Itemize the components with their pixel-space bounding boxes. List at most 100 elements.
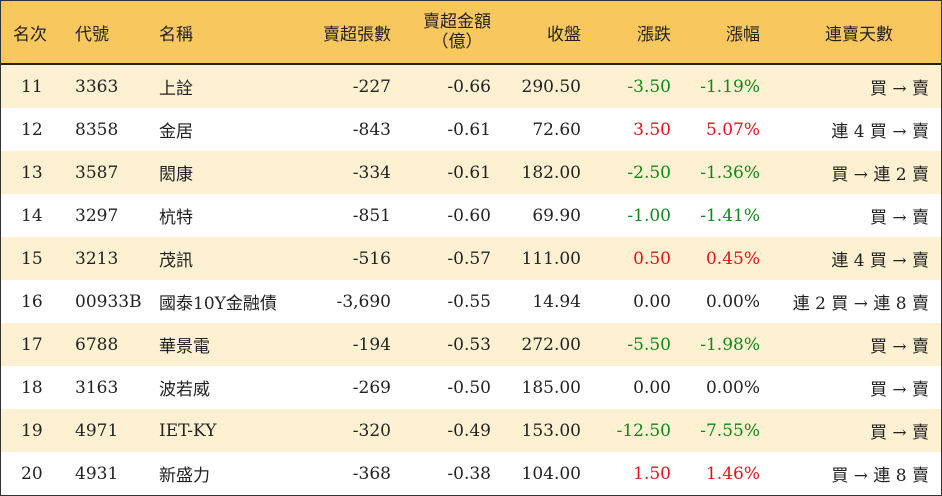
cell-change-pct: -1.98%: [700, 334, 760, 355]
cell-net-sell-lots: -320: [352, 420, 391, 441]
cell-change: 0.00: [633, 291, 671, 312]
cell-change-pct: 5.07%: [705, 119, 760, 140]
cell-change: -2.50: [627, 162, 671, 183]
cell-close: 272.00: [521, 334, 581, 355]
cell-close: 72.60: [532, 119, 581, 140]
cell-name: 閎康: [159, 165, 193, 185]
cell-sell-streak: 買 → 連 2 賣: [831, 165, 929, 185]
header-sell-streak: 連賣天數: [825, 24, 893, 45]
cell-close: 182.00: [521, 162, 581, 183]
cell-change: 0.50: [633, 248, 671, 269]
cell-change-pct: -1.41%: [700, 205, 760, 226]
cell-rank: 18: [21, 377, 43, 398]
cell-rank: 17: [21, 334, 43, 355]
table-row: 15 3213 茂訊 -516 -0.57 111.00 0.50 0.45% 連 4 買 → …: [1, 237, 941, 280]
cell-change: -12.50: [616, 420, 671, 441]
cell-name: IET-KY: [159, 420, 217, 441]
cell-rank: 15: [21, 248, 43, 269]
table-row: 19 4971 IET-KY -320 -0.49 153.00 -12.50 -7.55% 買…: [1, 409, 941, 452]
header-change-pct: 漲幅: [726, 24, 760, 45]
cell-code: 3297: [75, 205, 119, 226]
cell-change-pct: 0.00%: [705, 291, 760, 312]
cell-rank: 11: [21, 76, 43, 97]
table-row: 17 6788 華景電 -194 -0.53 272.00 -5.50 -1.98% 買 → 賣: [1, 323, 941, 366]
cell-net-sell-amount: -0.60: [447, 205, 491, 226]
cell-net-sell-amount: -0.38: [447, 463, 491, 484]
table-header: 名次 代號 名稱 賣超張數 賣超金額 （億） 收盤 漲跌 漲幅 連賣天數: [1, 1, 941, 65]
table-row: 13 3587 閎康 -334 -0.61 182.00 -2.50 -1.36% 買 → 連 …: [1, 151, 941, 194]
cell-change-pct: -1.36%: [700, 162, 760, 183]
cell-net-sell-lots: -516: [352, 248, 391, 269]
cell-net-sell-lots: -194: [352, 334, 391, 355]
cell-code: 4931: [75, 463, 119, 484]
cell-code: 3587: [75, 162, 119, 183]
cell-close: 69.90: [532, 205, 581, 226]
cell-net-sell-amount: -0.50: [447, 377, 491, 398]
cell-close: 111.00: [521, 248, 581, 269]
cell-name: 金居: [159, 122, 193, 142]
cell-sell-streak: 買 → 賣: [869, 208, 929, 228]
cell-net-sell-amount: -0.61: [447, 162, 491, 183]
cell-net-sell-amount: -0.55: [447, 291, 491, 312]
cell-net-sell-lots: -851: [352, 205, 391, 226]
table-row: 18 3163 波若威 -269 -0.50 185.00 0.00 0.00% 買 → 賣: [1, 366, 941, 409]
table-row: 11 3363 上詮 -227 -0.66 290.50 -3.50 -1.19% 買 → 賣: [1, 65, 941, 108]
table-row: 20 4931 新盛力 -368 -0.38 104.00 1.50 1.46% 買 → 連 8…: [1, 452, 941, 495]
cell-net-sell-amount: -0.61: [447, 119, 491, 140]
cell-net-sell-amount: -0.49: [447, 420, 491, 441]
cell-code: 3363: [75, 76, 119, 97]
header-net-sell-amount-label: 賣超金額: [423, 12, 491, 32]
cell-change: 0.00: [633, 377, 671, 398]
cell-code: 8358: [75, 119, 119, 140]
cell-code: 3213: [75, 248, 119, 269]
table-row: 12 8358 金居 -843 -0.61 72.60 3.50 5.07% 連 4 買 → 賣: [1, 108, 941, 151]
cell-close: 185.00: [521, 377, 581, 398]
header-name: 名稱: [159, 24, 193, 45]
cell-name: 新盛力: [159, 466, 210, 486]
cell-sell-streak: 買 → 連 8 賣: [831, 466, 929, 486]
cell-sell-streak: 買 → 賣: [869, 380, 929, 400]
cell-sell-streak: 買 → 賣: [869, 337, 929, 357]
cell-close: 14.94: [532, 291, 581, 312]
cell-close: 290.50: [521, 76, 581, 97]
cell-change-pct: 1.46%: [705, 463, 760, 484]
header-net-sell-amount: 賣超金額 （億）: [423, 1, 491, 63]
cell-close: 153.00: [521, 420, 581, 441]
cell-code: 3163: [75, 377, 119, 398]
cell-sell-streak: 連 2 買 → 連 8 賣: [792, 294, 929, 314]
cell-rank: 20: [21, 463, 43, 484]
table-row: 14 3297 杭特 -851 -0.60 69.90 -1.00 -1.41% 買 → 賣: [1, 194, 941, 237]
cell-net-sell-lots: -3,690: [336, 291, 391, 312]
cell-change: -5.50: [627, 334, 671, 355]
table-row: 16 00933B 國泰10Y金融債 -3,690 -0.55 14.94 0.00 0.00…: [1, 280, 941, 323]
cell-sell-streak: 買 → 賣: [869, 79, 929, 99]
cell-change-pct: -7.55%: [700, 420, 760, 441]
cell-rank: 14: [21, 205, 43, 226]
header-change: 漲跌: [637, 24, 671, 45]
cell-sell-streak: 買 → 賣: [869, 423, 929, 443]
cell-name: 波若威: [159, 380, 210, 400]
cell-change: 1.50: [633, 463, 671, 484]
cell-code: 4971: [75, 420, 119, 441]
cell-rank: 12: [21, 119, 43, 140]
cell-net-sell-amount: -0.57: [447, 248, 491, 269]
header-rank: 名次: [13, 24, 47, 45]
header-net-sell-lots: 賣超張數: [323, 24, 391, 45]
header-net-sell-amount-unit: （億）: [431, 32, 483, 52]
header-close: 收盤: [547, 24, 581, 45]
cell-change-pct: 0.45%: [705, 248, 760, 269]
cell-name: 上詮: [159, 79, 193, 99]
cell-change: -1.00: [627, 205, 671, 226]
cell-net-sell-lots: -269: [352, 377, 391, 398]
cell-change: -3.50: [627, 76, 671, 97]
cell-name: 國泰10Y金融債: [159, 294, 277, 314]
cell-sell-streak: 連 4 買 → 賣: [831, 122, 929, 142]
cell-change-pct: -1.19%: [700, 76, 760, 97]
cell-rank: 13: [21, 162, 43, 183]
cell-net-sell-amount: -0.53: [447, 334, 491, 355]
cell-close: 104.00: [521, 463, 581, 484]
cell-code: 00933B: [75, 291, 142, 312]
cell-net-sell-lots: -227: [352, 76, 391, 97]
header-code: 代號: [75, 24, 109, 45]
